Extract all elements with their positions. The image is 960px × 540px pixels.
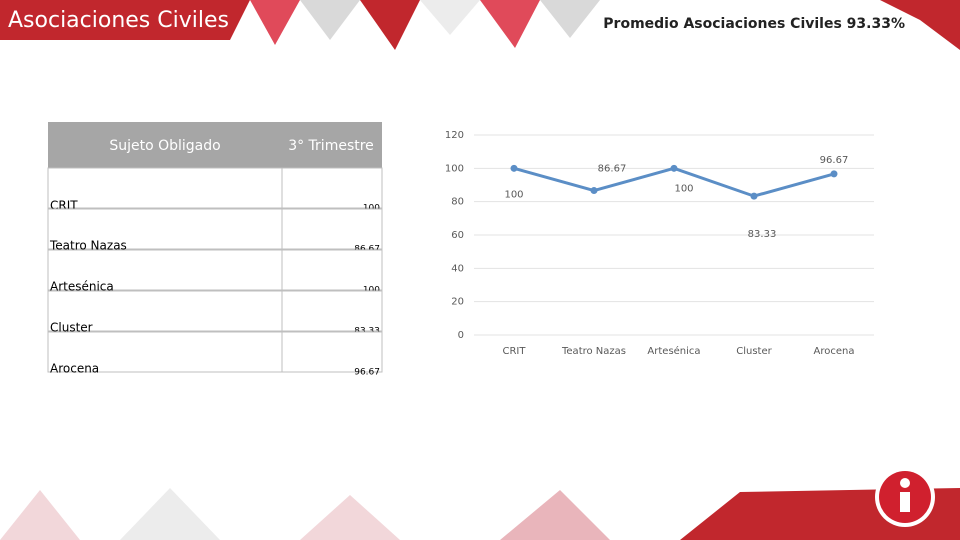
table-cell (281, 167, 383, 209)
point (830, 170, 838, 178)
y-tick-label: 100 (445, 163, 464, 174)
bottom-decoration (0, 467, 960, 540)
row-label: Artesénica (50, 280, 114, 294)
table-cell (281, 249, 383, 291)
column-header: Sujeto Obligado (109, 138, 220, 154)
table-cell (281, 208, 383, 250)
point (750, 192, 758, 200)
y-tick-label: 40 (451, 263, 464, 274)
top-decoration (0, 0, 960, 50)
row-label: Arocena (50, 362, 99, 376)
summary: Promedio Asociaciones Civiles 93.33% (603, 16, 905, 32)
table-cell (47, 290, 283, 332)
y-tick-label: 20 (451, 297, 464, 308)
column-header: 3° Trimestre (288, 138, 374, 154)
data-label: 100 (504, 189, 523, 200)
y-tick-label: 80 (451, 197, 464, 208)
data-label: 100 (674, 183, 693, 194)
data-label: 96.67 (820, 155, 849, 166)
x-tick-label: CRIT (503, 346, 527, 357)
y-tick-label: 120 (445, 130, 464, 141)
slide-title: Asociaciones Civiles (8, 8, 229, 33)
point (670, 164, 678, 172)
table-cell (281, 331, 383, 373)
line-chart: 0 20 40 60 80 100 120 100 86.67 100 83.33 96.67 CRIT… (445, 130, 874, 357)
table-cell (47, 249, 283, 291)
x-tick-label: Artesénica (647, 345, 700, 357)
x-tick-label: Cluster (736, 346, 772, 357)
table-header (48, 122, 382, 168)
table-cell (47, 331, 283, 373)
x-tick-label: Teatro Nazas (561, 346, 626, 357)
data-label: 83.33 (748, 229, 777, 240)
point (510, 164, 518, 172)
point (590, 187, 598, 195)
y-tick-label: 60 (451, 230, 464, 241)
table-cell (47, 208, 283, 250)
y-tick-label: 0 (458, 330, 464, 341)
data-label: 86.67 (598, 164, 627, 175)
table-cell (47, 167, 283, 209)
row-label: Teatro Nazas (49, 239, 127, 253)
row-value: 96.67 (354, 368, 380, 378)
x-tick-label: Arocena (814, 346, 855, 357)
table-cell (281, 290, 383, 332)
row-label: Cluster (50, 321, 93, 335)
table: Sujeto Obligado 3° Trimestre CRIT100Teat… (47, 122, 383, 378)
